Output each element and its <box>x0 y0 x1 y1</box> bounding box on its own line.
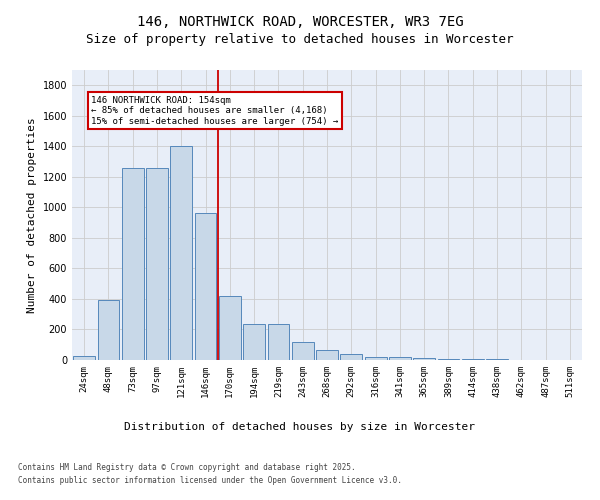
Bar <box>194 214 217 360</box>
Bar <box>462 359 484 360</box>
Bar <box>413 358 435 360</box>
Bar <box>389 357 411 360</box>
Bar <box>316 350 338 360</box>
Text: Distribution of detached houses by size in Worcester: Distribution of detached houses by size … <box>125 422 476 432</box>
Bar <box>268 324 289 360</box>
Bar <box>437 359 460 360</box>
Bar <box>219 296 241 360</box>
Text: 146 NORTHWICK ROAD: 154sqm
← 85% of detached houses are smaller (4,168)
15% of s: 146 NORTHWICK ROAD: 154sqm ← 85% of deta… <box>91 96 338 126</box>
Bar <box>243 324 265 360</box>
Bar <box>122 168 143 360</box>
Text: Contains public sector information licensed under the Open Government Licence v3: Contains public sector information licen… <box>18 476 402 485</box>
Text: Contains HM Land Registry data © Crown copyright and database right 2025.: Contains HM Land Registry data © Crown c… <box>18 462 356 471</box>
Bar <box>170 146 192 360</box>
Text: Size of property relative to detached houses in Worcester: Size of property relative to detached ho… <box>86 32 514 46</box>
Bar <box>73 356 95 360</box>
Bar <box>340 354 362 360</box>
Bar <box>365 357 386 360</box>
Bar <box>97 300 119 360</box>
Bar <box>146 168 168 360</box>
Bar <box>486 359 508 360</box>
Y-axis label: Number of detached properties: Number of detached properties <box>27 117 37 313</box>
Text: 146, NORTHWICK ROAD, WORCESTER, WR3 7EG: 146, NORTHWICK ROAD, WORCESTER, WR3 7EG <box>137 15 463 29</box>
Bar <box>292 342 314 360</box>
